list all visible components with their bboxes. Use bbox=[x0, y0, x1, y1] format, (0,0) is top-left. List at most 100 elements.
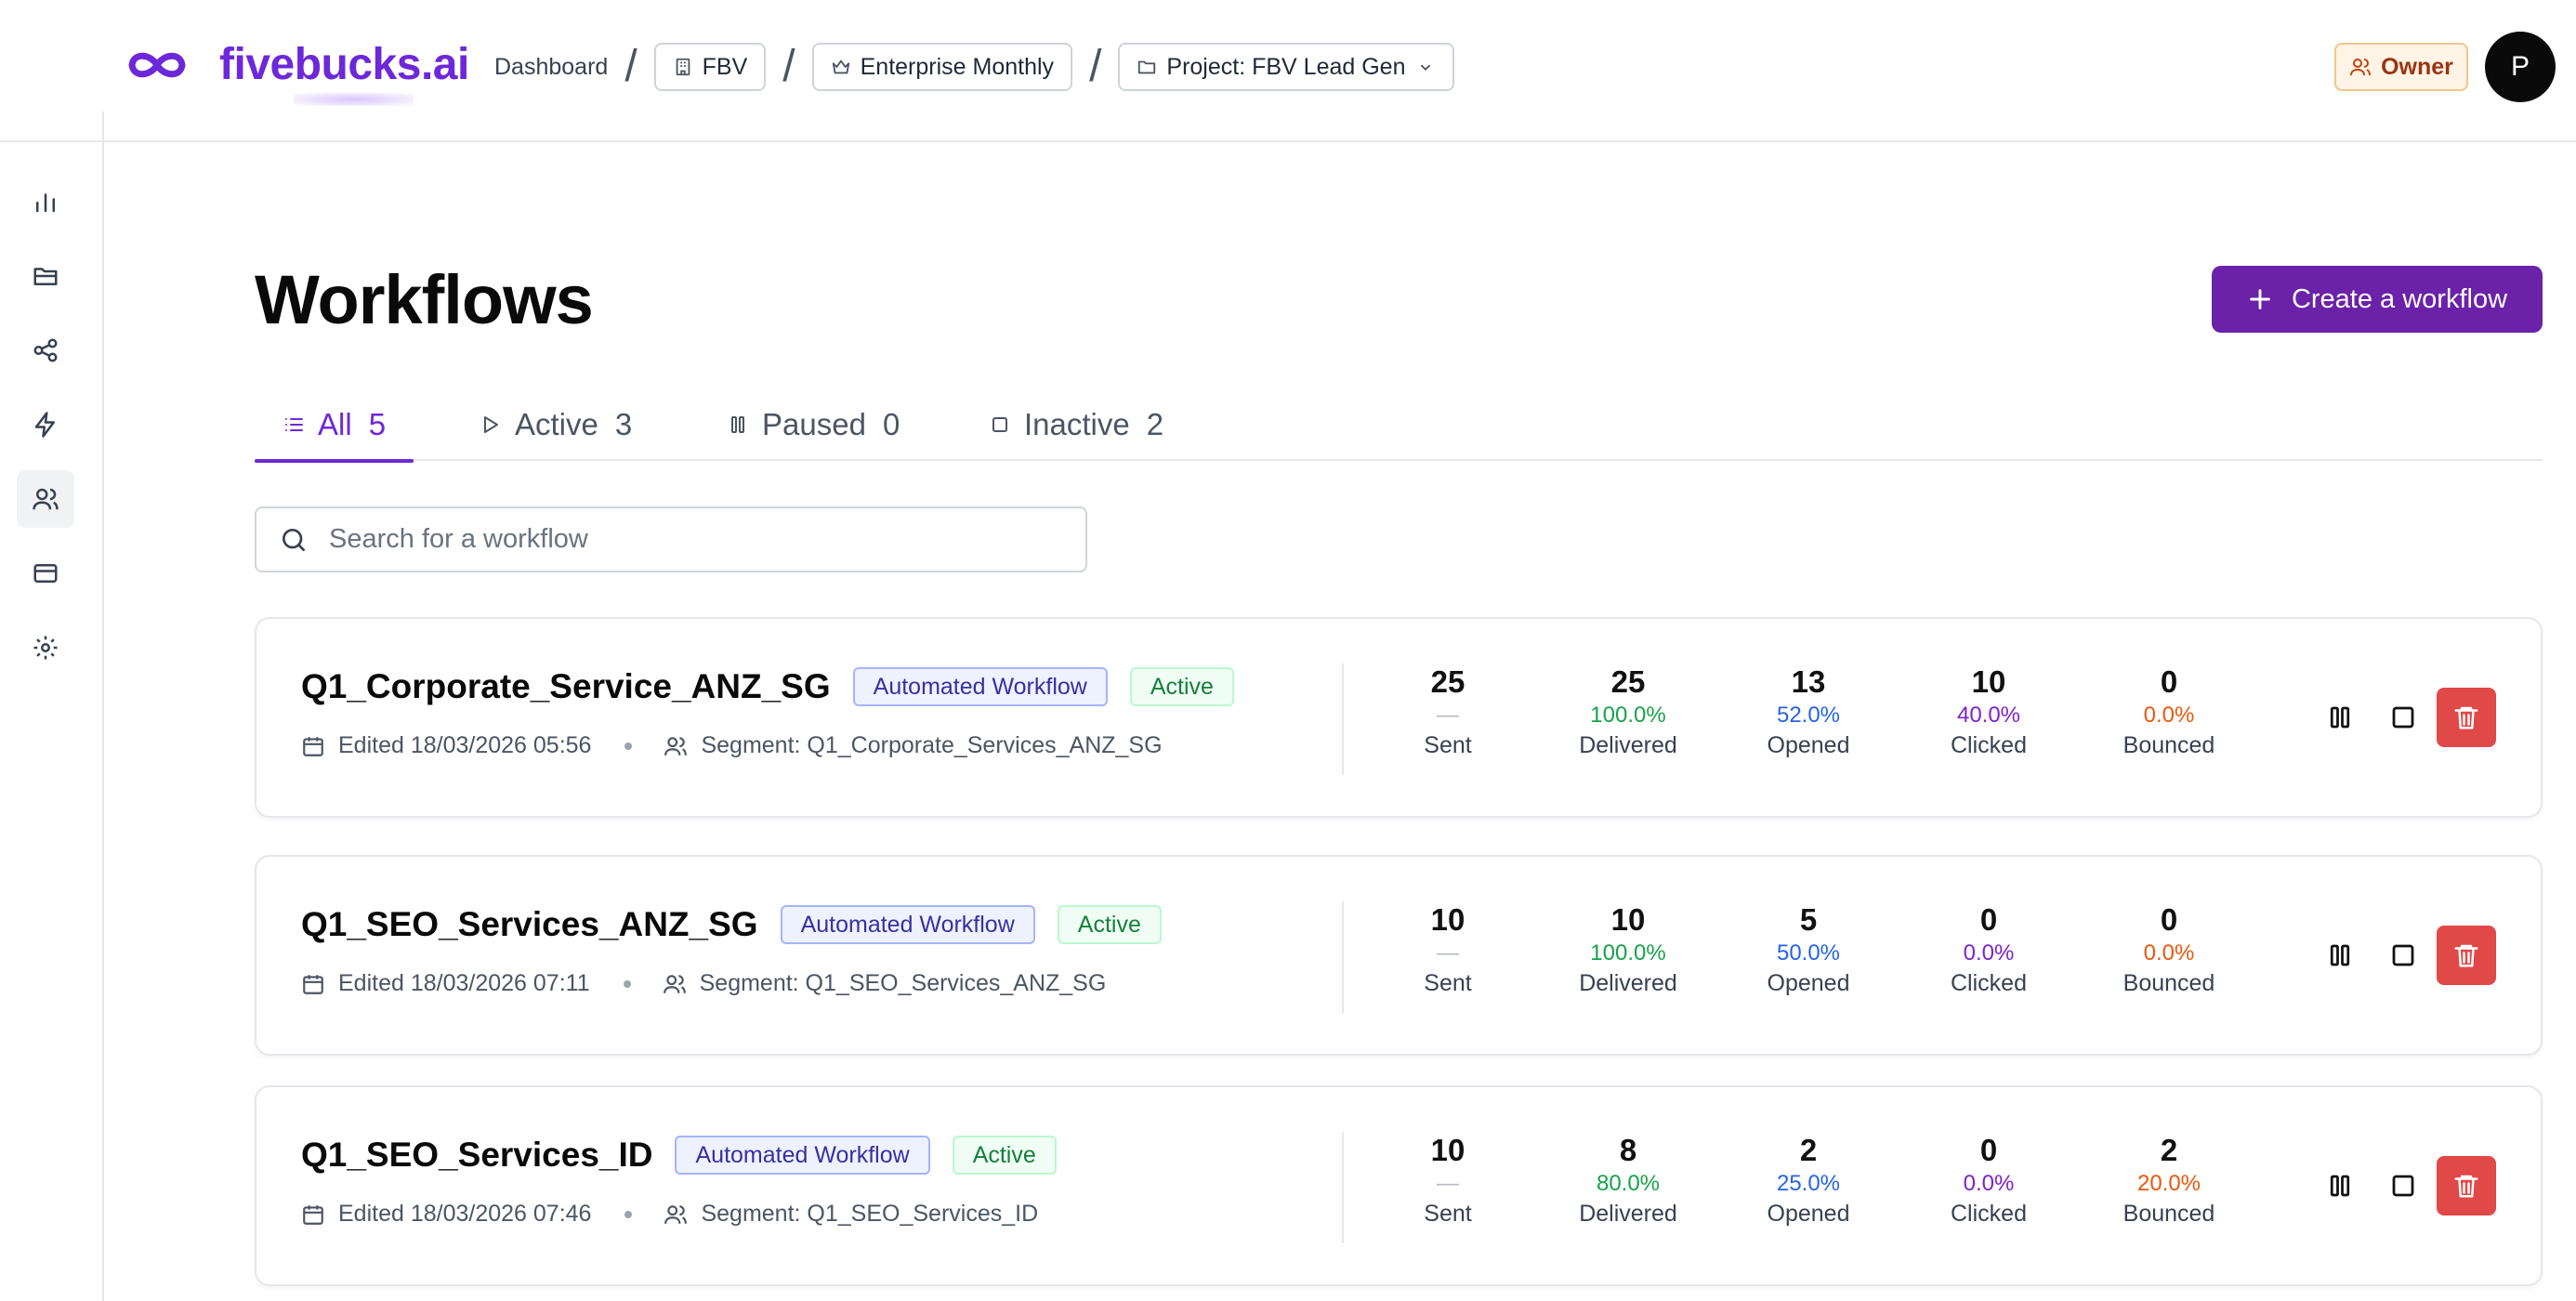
sidebar-item-settings[interactable] bbox=[17, 619, 74, 677]
breadcrumb-org-label: FBV bbox=[702, 53, 748, 80]
stop-workflow-button[interactable] bbox=[2373, 1156, 2433, 1216]
workflow-name[interactable]: Q1_SEO_Services_ANZ_SG bbox=[301, 905, 758, 943]
folder-icon bbox=[1138, 60, 1156, 74]
trash-icon bbox=[2454, 944, 2478, 967]
search-icon bbox=[283, 528, 305, 551]
workflow-segment: Segment: Q1_SEO_Services_ID bbox=[701, 1201, 1039, 1227]
chevron-down-icon bbox=[1420, 64, 1430, 72]
plus-icon bbox=[2250, 289, 2270, 309]
trash-icon bbox=[2454, 1175, 2478, 1198]
stat-clicked-value: 0 bbox=[1979, 1133, 1998, 1167]
stat-bounced: 2 20.0% Bounced bbox=[2085, 1132, 2253, 1229]
sidebar-item-integrations[interactable] bbox=[17, 322, 74, 379]
stat-sent: 25 — Sent bbox=[1364, 664, 1531, 760]
delete-workflow-button[interactable] bbox=[2437, 688, 2496, 747]
stat-bounced-value: 0 bbox=[2160, 664, 2178, 699]
sidebar-item-analytics[interactable] bbox=[17, 173, 74, 230]
stat-bounced-label: Bounced bbox=[2123, 732, 2215, 758]
brand-logo[interactable]: fivebucks.ai bbox=[123, 35, 469, 106]
stat-sent-percent: — bbox=[1437, 703, 1459, 728]
search-input[interactable] bbox=[329, 524, 1054, 555]
stat-clicked-percent: 0.0% bbox=[1963, 1171, 2015, 1196]
sidebar-item-billing[interactable] bbox=[17, 545, 74, 602]
sidebar-item-projects[interactable] bbox=[17, 247, 74, 305]
stat-clicked-value: 10 bbox=[1971, 664, 2006, 699]
stat-bounced-percent: 0.0% bbox=[2143, 703, 2195, 728]
stat-opened: 13 52.0% Opened bbox=[1725, 664, 1892, 760]
stop-workflow-button[interactable] bbox=[2373, 926, 2433, 985]
delete-workflow-button[interactable] bbox=[2437, 1156, 2496, 1216]
stat-clicked: 10 40.0% Clicked bbox=[1905, 664, 2072, 760]
stat-sent-label: Sent bbox=[1424, 970, 1472, 996]
workflow-status-badge: Active bbox=[1129, 667, 1234, 706]
stat-delivered-label: Delivered bbox=[1579, 1201, 1677, 1227]
pause-workflow-button[interactable] bbox=[2310, 688, 2370, 747]
stop-icon bbox=[2392, 944, 2414, 966]
pause-icon bbox=[2330, 944, 2350, 966]
tab-paused[interactable]: Paused 0 bbox=[727, 388, 900, 461]
workflow-type-badge: Automated Workflow bbox=[675, 1136, 930, 1175]
meta-separator-dot bbox=[624, 742, 633, 750]
users-icon bbox=[33, 488, 59, 510]
workflow-status-badge: Active bbox=[1057, 905, 1162, 944]
page-title: Workflows bbox=[255, 261, 594, 338]
breadcrumb-plan-label: Enterprise Monthly bbox=[860, 53, 1055, 80]
share-icon bbox=[33, 338, 58, 362]
stat-sent-percent: — bbox=[1437, 1171, 1459, 1196]
tab-all-count: 5 bbox=[368, 407, 387, 441]
breadcrumb-plan-chip[interactable]: Enterprise Monthly bbox=[811, 43, 1073, 91]
stat-opened-label: Opened bbox=[1767, 970, 1850, 996]
create-workflow-button[interactable]: Create a workflow bbox=[2212, 266, 2543, 333]
stat-clicked-percent: 40.0% bbox=[1956, 703, 2021, 728]
meta-separator-dot bbox=[624, 1210, 633, 1218]
stat-bounced-percent: 20.0% bbox=[2136, 1171, 2201, 1196]
workflow-card[interactable]: Q1_SEO_Services_ID Automated Workflow Ac… bbox=[255, 1085, 2543, 1286]
tab-all[interactable]: All 5 bbox=[255, 388, 414, 463]
building-icon bbox=[676, 58, 690, 76]
workflow-card[interactable]: Q1_Corporate_Service_ANZ_SG Automated Wo… bbox=[255, 617, 2543, 818]
tab-active-count: 3 bbox=[614, 407, 633, 441]
workflow-tabs: All 5 Active 3 Paused 0 Inactive 2 bbox=[255, 388, 2543, 463]
tab-inactive[interactable]: Inactive 2 bbox=[989, 388, 1163, 461]
stop-icon bbox=[2392, 1175, 2414, 1197]
stat-opened-value: 2 bbox=[1799, 1133, 1818, 1167]
workflow-status-badge: Active bbox=[952, 1136, 1057, 1175]
breadcrumb-dashboard-link[interactable]: Dashboard bbox=[494, 54, 609, 80]
sidebar bbox=[0, 112, 104, 1301]
sidebar-item-workflows[interactable] bbox=[17, 470, 74, 528]
role-badge: Owner bbox=[2334, 43, 2468, 91]
user-avatar[interactable]: P bbox=[2485, 32, 2556, 102]
pause-workflow-button[interactable] bbox=[2310, 1156, 2370, 1216]
workflow-name[interactable]: Q1_Corporate_Service_ANZ_SG bbox=[301, 667, 831, 705]
stat-sent-value: 25 bbox=[1430, 664, 1465, 699]
pause-workflow-button[interactable] bbox=[2310, 926, 2370, 985]
workflow-name[interactable]: Q1_SEO_Services_ID bbox=[301, 1136, 653, 1174]
calendar-icon bbox=[303, 736, 323, 756]
stat-opened-value: 5 bbox=[1799, 902, 1818, 937]
stat-opened-percent: 25.0% bbox=[1776, 1171, 1841, 1196]
card-divider bbox=[1342, 664, 1344, 775]
stat-sent-label: Sent bbox=[1424, 732, 1472, 758]
stat-clicked-label: Clicked bbox=[1951, 732, 2027, 758]
stat-delivered: 8 80.0% Delivered bbox=[1544, 1132, 1712, 1229]
delete-workflow-button[interactable] bbox=[2437, 926, 2496, 985]
stat-clicked-label: Clicked bbox=[1951, 1201, 2027, 1227]
stat-delivered-percent: 100.0% bbox=[1590, 703, 1666, 728]
stat-sent: 10 — Sent bbox=[1364, 901, 1531, 998]
meta-separator-dot bbox=[623, 979, 631, 988]
stat-bounced: 0 0.0% Bounced bbox=[2085, 664, 2253, 760]
tab-active-label: Active bbox=[515, 407, 598, 441]
stat-bounced-value: 2 bbox=[2160, 1133, 2178, 1167]
workflow-type-badge: Automated Workflow bbox=[852, 667, 1108, 706]
calendar-icon bbox=[303, 1204, 323, 1225]
stat-delivered-percent: 100.0% bbox=[1590, 940, 1666, 966]
tab-active[interactable]: Active 3 bbox=[480, 388, 632, 461]
stat-opened-label: Opened bbox=[1767, 1201, 1850, 1227]
workflow-card[interactable]: Q1_SEO_Services_ANZ_SG Automated Workflo… bbox=[255, 855, 2543, 1056]
sidebar-item-automations[interactable] bbox=[17, 396, 74, 453]
breadcrumb-separator: / bbox=[1089, 42, 1102, 91]
breadcrumb-org-chip[interactable]: FBV bbox=[653, 43, 767, 91]
breadcrumb: Dashboard / FBV / Enterprise Monthly / P… bbox=[494, 41, 1454, 93]
project-selector[interactable]: Project: FBV Lead Gen bbox=[1118, 43, 1454, 91]
stop-workflow-button[interactable] bbox=[2373, 688, 2433, 747]
